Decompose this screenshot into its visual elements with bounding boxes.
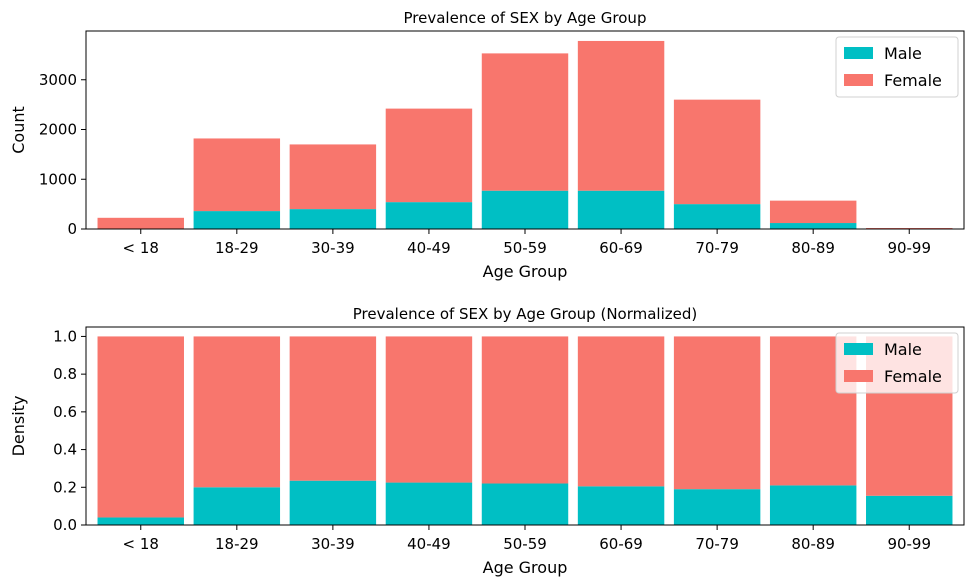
x-axis-label: Age Group (483, 262, 568, 281)
y-tick-label: 0 (67, 220, 77, 238)
x-tick-label: 40-49 (407, 535, 451, 553)
x-tick-label: 18-29 (215, 239, 259, 257)
x-tick-label: 70-79 (695, 239, 739, 257)
x-axis-label: Age Group (483, 558, 568, 577)
legend-swatch-male (844, 343, 873, 355)
x-tick-label: 50-59 (503, 239, 547, 257)
x-tick-label: < 18 (123, 535, 159, 553)
bar-female-6 (577, 336, 665, 487)
x-tick-label: 30-39 (311, 535, 355, 553)
x-tick-label: 18-29 (215, 535, 259, 553)
bar-female-2 (193, 138, 281, 212)
legend: Male Female (835, 36, 959, 98)
y-tick-label: 1000 (39, 170, 77, 188)
y-tick-label: 0.6 (53, 403, 77, 421)
x-tick-label: 50-59 (503, 535, 547, 553)
bar-male-6 (577, 486, 665, 525)
bar-female-5 (481, 53, 569, 191)
x-tick-label: 30-39 (311, 239, 355, 257)
x-tick-label: 60-69 (599, 239, 643, 257)
bar-female-3 (289, 144, 377, 210)
x-tick-label: 80-89 (791, 535, 835, 553)
y-tick-label: 2000 (39, 121, 77, 139)
bar-male-4 (385, 482, 473, 525)
y-tick-label: 3000 (39, 71, 77, 89)
bar-male-2 (193, 211, 281, 229)
bar-male-6 (577, 190, 665, 229)
bars (97, 40, 953, 229)
bar-female-9 (866, 228, 953, 229)
bar-female-3 (289, 336, 377, 481)
legend-swatch-female (844, 370, 873, 382)
bar-male-2 (193, 487, 281, 525)
x-tick-label: 80-89 (791, 239, 835, 257)
bar-female-4 (385, 108, 473, 203)
bar-male-8 (769, 223, 857, 229)
bar-female-2 (193, 336, 281, 488)
bar-female-6 (577, 40, 665, 191)
chart-panel-1: Prevalence of SEX by Age Group < 18 18-29 3… (9, 9, 965, 281)
y-tick-label: 0.4 (53, 441, 77, 459)
legend: Male Female (835, 332, 959, 394)
y-tick-label: 1.0 (53, 327, 77, 345)
bar-female-4 (385, 336, 473, 483)
bar-male-5 (481, 190, 569, 229)
chart-title: Prevalence of SEX by Age Group (404, 9, 647, 27)
y-axis-label: Density (9, 396, 28, 457)
legend-swatch-female (844, 74, 873, 86)
bar-male-8 (769, 485, 857, 525)
bar-male-1 (97, 517, 184, 525)
bar-female-1 (97, 217, 184, 229)
x-tick-label: 90-99 (887, 239, 931, 257)
x-tick-label: 70-79 (695, 535, 739, 553)
bar-female-1 (97, 336, 184, 518)
bar-female-7 (673, 99, 761, 205)
y-tick-label: 0.0 (53, 516, 77, 534)
x-tick-label: 60-69 (599, 535, 643, 553)
bar-male-7 (673, 204, 761, 229)
bar-male-9 (866, 495, 953, 525)
y-tick-label: 0.2 (53, 478, 77, 496)
chart-title: Prevalence of SEX by Age Group (Normaliz… (353, 305, 697, 323)
legend-swatch-male (844, 47, 873, 59)
y-tick-label: 0.8 (53, 365, 77, 383)
bar-male-4 (385, 202, 473, 229)
bar-male-5 (481, 483, 569, 525)
bar-female-7 (673, 336, 761, 490)
bars (97, 336, 953, 525)
legend-label-male: Male (884, 340, 922, 359)
x-tick-label: < 18 (123, 239, 159, 257)
legend-label-male: Male (884, 44, 922, 63)
legend-label-female: Female (884, 367, 942, 386)
legend-label-female: Female (884, 71, 942, 90)
bar-male-3 (289, 209, 377, 229)
x-tick-label: 40-49 (407, 239, 451, 257)
bar-male-7 (673, 489, 761, 525)
bar-female-5 (481, 336, 569, 484)
chart-panel-2: Prevalence of SEX by Age Group (Normaliz… (9, 305, 965, 577)
bar-female-8 (769, 200, 857, 224)
y-axis-label: Count (9, 106, 28, 154)
bar-male-3 (289, 480, 377, 525)
x-tick-label: 90-99 (887, 535, 931, 553)
